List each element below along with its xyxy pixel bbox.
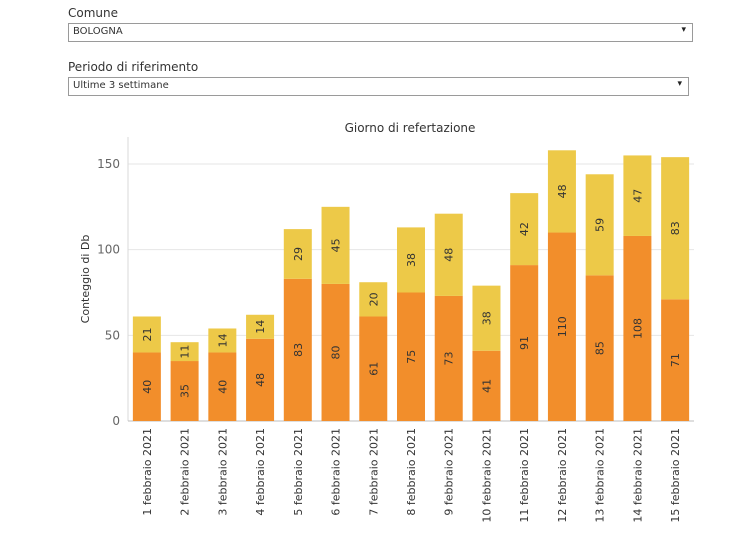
bar-segment bbox=[585, 275, 614, 421]
bar-segment bbox=[321, 283, 350, 421]
x-tick-label: 12 febbraio 2021 bbox=[556, 428, 569, 523]
data-label: 11 bbox=[179, 345, 192, 359]
bar-segment bbox=[283, 229, 312, 279]
data-label: 108 bbox=[631, 318, 644, 339]
bar-segment bbox=[661, 157, 690, 300]
data-label: 38 bbox=[480, 311, 493, 325]
data-label: 45 bbox=[330, 238, 343, 252]
data-label: 75 bbox=[405, 350, 418, 364]
data-label: 40 bbox=[141, 380, 154, 394]
bar-segment bbox=[359, 316, 388, 421]
x-tick-label: 11 febbraio 2021 bbox=[518, 428, 531, 523]
bar-segment bbox=[585, 174, 614, 276]
data-label: 83 bbox=[292, 343, 305, 357]
chevron-down-icon[interactable]: ▾ bbox=[677, 79, 682, 89]
data-label: 29 bbox=[292, 247, 305, 261]
x-tick-label: 13 febbraio 2021 bbox=[594, 428, 607, 523]
bar-segment bbox=[170, 342, 199, 362]
x-tick-label: 10 febbraio 2021 bbox=[480, 428, 493, 523]
comune-value: BOLOGNA bbox=[73, 26, 123, 37]
x-tick-label: 15 febbraio 2021 bbox=[669, 428, 682, 523]
data-label: 42 bbox=[518, 222, 531, 236]
bar-segment bbox=[472, 350, 501, 421]
bar-segment bbox=[661, 299, 690, 421]
x-tick-label: 3 febbraio 2021 bbox=[216, 428, 229, 516]
data-label: 48 bbox=[254, 373, 267, 387]
y-tick-label: 50 bbox=[105, 328, 120, 342]
bar-segment bbox=[246, 338, 275, 421]
periodo-label: Periodo di riferimento bbox=[68, 60, 199, 74]
comune-dropdown[interactable]: BOLOGNA ▾ bbox=[68, 23, 693, 42]
data-label: 59 bbox=[594, 218, 607, 232]
y-tick-label: 100 bbox=[97, 243, 120, 257]
bar-segment bbox=[359, 282, 388, 317]
x-tick-label: 4 febbraio 2021 bbox=[254, 428, 267, 516]
x-tick-label: 9 febbraio 2021 bbox=[443, 428, 456, 516]
bar-segment bbox=[246, 314, 275, 339]
data-label: 73 bbox=[443, 351, 456, 365]
bar-segment bbox=[510, 265, 539, 421]
x-tick-label: 8 febbraio 2021 bbox=[405, 428, 418, 516]
data-label: 110 bbox=[556, 316, 569, 337]
comune-label: Comune bbox=[68, 6, 119, 20]
chart-title: Giorno di refertazione bbox=[345, 121, 476, 135]
x-tick-label: 2 febbraio 2021 bbox=[179, 428, 192, 516]
data-label: 47 bbox=[631, 189, 644, 203]
bar-segment bbox=[132, 316, 161, 353]
data-label: 61 bbox=[367, 362, 380, 376]
bar-segment bbox=[397, 227, 425, 293]
chevron-down-icon[interactable]: ▾ bbox=[681, 25, 686, 35]
data-label: 83 bbox=[669, 221, 682, 235]
data-label: 14 bbox=[254, 320, 267, 334]
bar-segment bbox=[547, 232, 576, 421]
bar-segment bbox=[170, 361, 199, 421]
data-label: 14 bbox=[216, 333, 229, 347]
bar-segment bbox=[434, 295, 463, 421]
x-tick-label: 5 febbraio 2021 bbox=[292, 428, 305, 516]
data-label: 85 bbox=[594, 341, 607, 355]
data-label: 71 bbox=[669, 353, 682, 367]
periodo-dropdown[interactable]: Ultime 3 settimane ▾ bbox=[68, 77, 689, 96]
data-label: 38 bbox=[405, 253, 418, 267]
x-tick-label: 7 febbraio 2021 bbox=[367, 428, 380, 516]
data-label: 80 bbox=[330, 345, 343, 359]
y-axis-label: Conteggio di Db bbox=[79, 235, 92, 324]
data-label: 91 bbox=[518, 336, 531, 350]
bar-segment bbox=[208, 328, 237, 353]
data-label: 35 bbox=[179, 384, 192, 398]
data-label: 20 bbox=[367, 292, 380, 306]
x-tick-label: 1 febbraio 2021 bbox=[141, 428, 154, 516]
bar-segment bbox=[208, 352, 237, 421]
bar-segment bbox=[510, 193, 539, 266]
data-label: 48 bbox=[556, 184, 569, 198]
data-label: 48 bbox=[443, 248, 456, 262]
bar-segment bbox=[434, 213, 463, 296]
x-tick-label: 6 febbraio 2021 bbox=[330, 428, 343, 516]
bar-segment bbox=[321, 206, 350, 284]
periodo-value: Ultime 3 settimane bbox=[73, 80, 169, 91]
data-label: 41 bbox=[480, 379, 493, 393]
bar-segment bbox=[472, 285, 501, 351]
bar-segment bbox=[547, 150, 576, 233]
bar-segment bbox=[623, 235, 652, 421]
bar-segment bbox=[132, 352, 161, 421]
x-tick-label: 14 febbraio 2021 bbox=[631, 428, 644, 523]
bar-segment bbox=[623, 155, 652, 236]
y-tick-label: 150 bbox=[97, 157, 120, 171]
bar-segment bbox=[283, 278, 312, 421]
y-tick-label: 0 bbox=[112, 414, 120, 428]
bar-segment bbox=[397, 292, 425, 421]
data-label: 40 bbox=[216, 380, 229, 394]
data-label: 21 bbox=[141, 327, 154, 341]
